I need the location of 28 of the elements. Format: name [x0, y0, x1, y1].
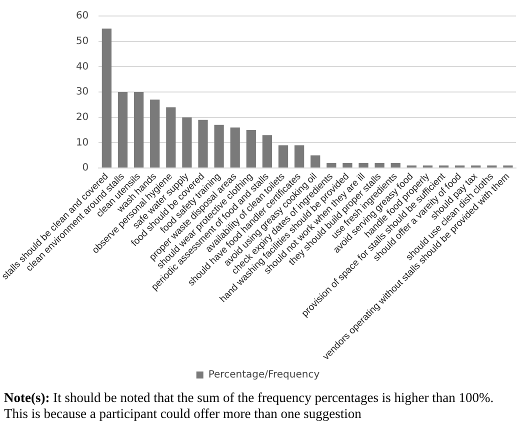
bar	[278, 145, 288, 168]
y-tick-label: 50	[76, 36, 89, 47]
bar	[358, 162, 368, 168]
bar	[310, 155, 320, 168]
bar	[198, 120, 208, 168]
y-tick-label: 10	[76, 137, 89, 148]
bar	[342, 162, 352, 168]
bar	[118, 92, 128, 168]
bar	[294, 145, 304, 168]
bar	[246, 130, 256, 168]
bar	[102, 28, 112, 168]
y-tick-label: 60	[76, 10, 89, 22]
bar	[390, 162, 400, 168]
text: Note(s): It should be noted that the sum of the frequency percentages is higher than 100%. This is because a participant could offer more than one suggestion	[4, 390, 494, 421]
y-tick-label: 20	[76, 112, 89, 123]
bar	[150, 100, 160, 168]
bar	[214, 124, 224, 168]
bar	[166, 107, 176, 168]
legend-label: Percentage/Frequency	[208, 370, 320, 381]
bar	[326, 162, 336, 168]
y-tick-label: 40	[76, 61, 89, 72]
bar	[374, 162, 384, 168]
bar	[262, 135, 272, 168]
y-tick-label: 30	[76, 86, 89, 98]
bar	[230, 127, 240, 168]
bar	[134, 92, 144, 168]
bar	[182, 117, 192, 168]
y-tick-label: 0	[82, 162, 89, 174]
